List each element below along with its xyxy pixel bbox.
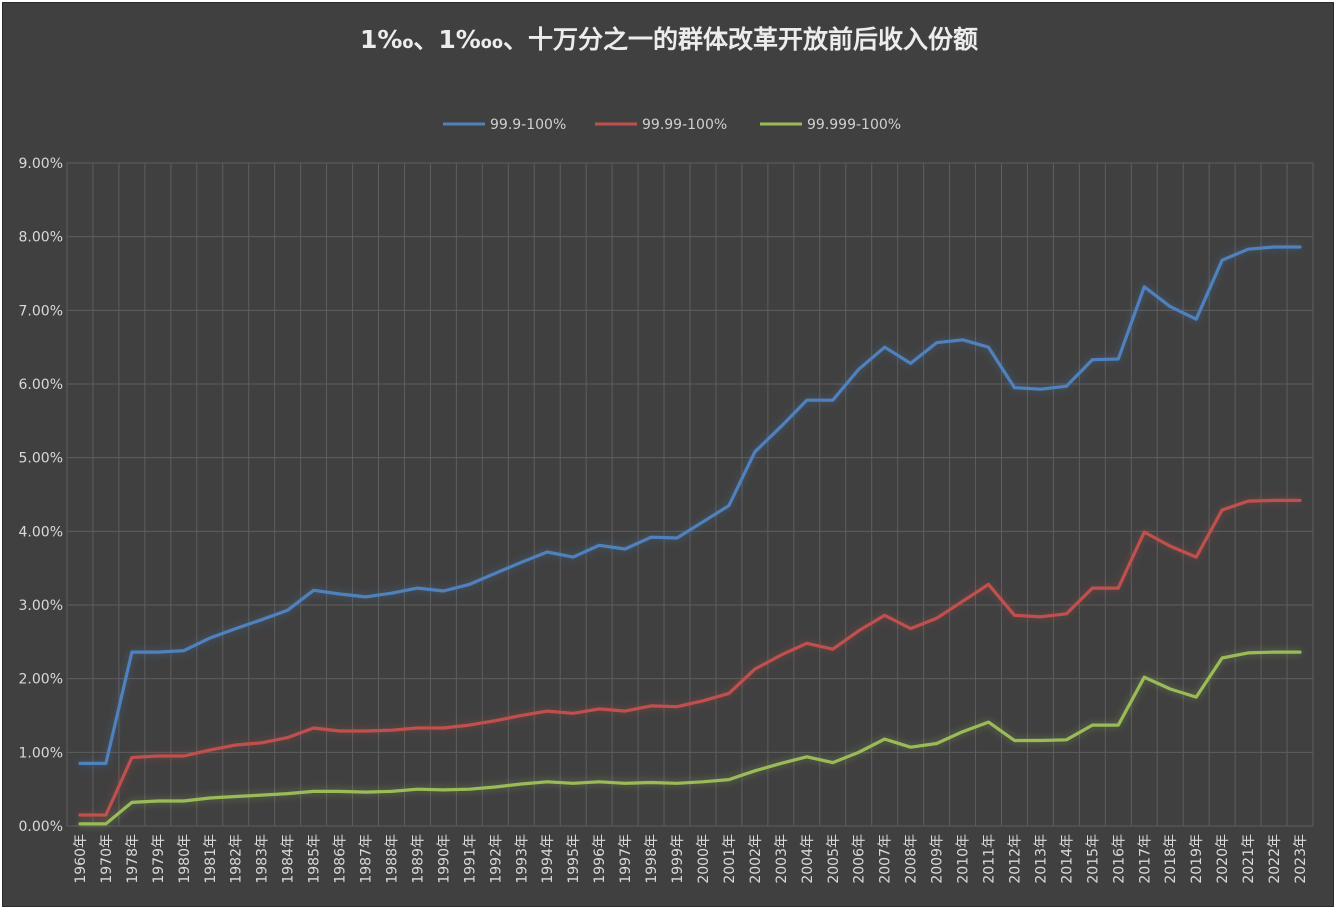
chart-title: 1‰、1‱、十万分之一的群体改革开放前后收入份额 (360, 25, 978, 54)
y-tick-label: 6.00% (19, 377, 63, 393)
x-tick-label: 1995年 (566, 834, 582, 884)
y-axis-ticks: 0.00% 1.00% 2.00% 3.00% 4.00% 5.00% 6.00% 7.00%… (19, 156, 63, 835)
x-tick-label: 2014年 (1059, 834, 1075, 884)
x-tick-label: 1998年 (644, 834, 660, 884)
x-tick-label: 2022年 (1267, 834, 1283, 884)
x-tick-label: 1996年 (592, 834, 608, 884)
x-tick-label: 2020年 (1215, 834, 1231, 884)
x-tick-label: 1999年 (670, 834, 686, 884)
x-tick-label: 1987年 (359, 834, 375, 884)
series-line-2 (78, 498, 1302, 817)
x-tick-label: 1997年 (618, 834, 634, 884)
x-tick-label: 2012年 (1007, 834, 1023, 884)
y-tick-label: 5.00% (19, 451, 63, 467)
x-tick-label: 2007年 (878, 834, 894, 884)
x-tick-label: 2018年 (1163, 834, 1179, 884)
x-tick-label: 2004年 (800, 834, 816, 884)
x-tick-label: 1983年 (255, 834, 271, 884)
y-tick-label: 9.00% (19, 156, 63, 172)
legend-label: 99.9-100% (490, 117, 566, 133)
x-tick-label: 1985年 (307, 834, 323, 884)
y-tick-label: 3.00% (19, 598, 63, 614)
x-tick-label: 2009年 (930, 834, 946, 884)
x-tick-label: 2017年 (1137, 834, 1153, 884)
x-tick-label: 2011年 (982, 834, 998, 884)
x-tick-label: 1991年 (462, 834, 478, 884)
x-tick-label: 1988年 (384, 834, 400, 884)
x-tick-label: 2013年 (1033, 834, 1049, 884)
y-tick-label: 7.00% (19, 303, 63, 319)
x-tick-label: 2015年 (1085, 834, 1101, 884)
y-tick-label: 4.00% (19, 524, 63, 540)
legend-label: 99.999-100% (807, 117, 901, 133)
x-tick-label: 1978年 (125, 834, 141, 884)
x-tick-label: 2016年 (1111, 834, 1127, 884)
y-tick-label: 2.00% (19, 672, 63, 688)
legend-label: 99.99-100% (642, 117, 727, 133)
y-tick-label: 8.00% (19, 230, 63, 246)
x-tick-label: 2006年 (852, 834, 868, 884)
series-line-1 (78, 245, 1302, 766)
x-tick-label: 1984年 (281, 834, 297, 884)
x-tick-label: 1970年 (99, 834, 115, 884)
x-tick-label: 2003年 (774, 834, 790, 884)
x-tick-label: 1990年 (436, 834, 452, 884)
x-tick-label: 2001年 (722, 834, 738, 884)
x-tick-label: 1981年 (203, 834, 219, 884)
x-tick-label: 1979年 (151, 834, 167, 884)
x-tick-label: 1986年 (333, 834, 349, 884)
x-tick-label: 2000年 (696, 834, 712, 884)
x-tick-label: 1980年 (177, 834, 193, 884)
x-tick-label: 2005年 (826, 834, 842, 884)
y-tick-label: 1.00% (19, 745, 63, 761)
y-tick-label: 0.00% (19, 819, 63, 835)
gridlines (66, 162, 1314, 827)
x-tick-label: 1992年 (488, 834, 504, 884)
series-line-3 (78, 650, 1302, 826)
x-tick-label: 1994年 (540, 834, 556, 884)
line-chart: 1‰、1‱、十万分之一的群体改革开放前后收入份额 99.9-100% 99.99-… (19, 25, 1314, 884)
x-tick-label: 2010年 (956, 834, 972, 884)
x-tick-label: 2023年 (1293, 834, 1309, 884)
x-tick-label: 1993年 (514, 834, 530, 884)
x-tick-label: 1989年 (410, 834, 426, 884)
series-lines (78, 245, 1302, 826)
chart-legend: 99.9-100% 99.99-100% 99.999-100% (443, 117, 901, 133)
x-tick-label: 1982年 (229, 834, 245, 884)
x-tick-label: 2002年 (748, 834, 764, 884)
x-tick-label: 2008年 (904, 834, 920, 884)
x-tick-label: 2021年 (1241, 834, 1257, 884)
x-tick-label: 2019年 (1189, 834, 1205, 884)
x-tick-label: 1960年 (73, 834, 89, 884)
x-axis-ticks: 1960年 1970年 1978年 1979年 1980年 1981年 1982年 1983年… (73, 834, 1309, 884)
